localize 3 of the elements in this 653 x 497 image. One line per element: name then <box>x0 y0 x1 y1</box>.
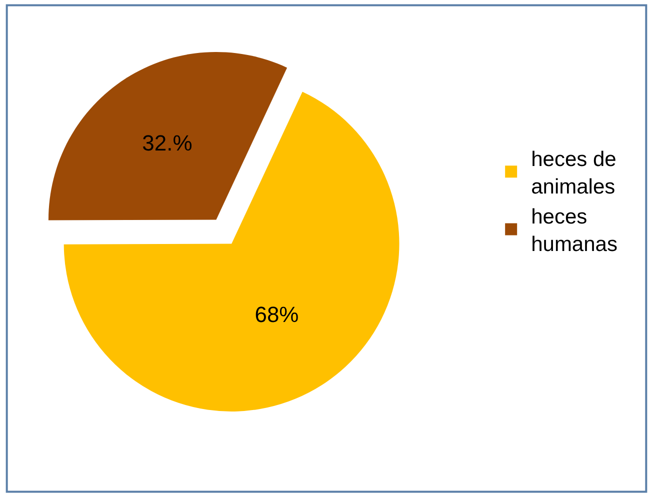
data-label: 32.% <box>142 130 192 156</box>
data-label: 68% <box>254 302 299 327</box>
legend-label: heces humanas <box>531 206 618 256</box>
